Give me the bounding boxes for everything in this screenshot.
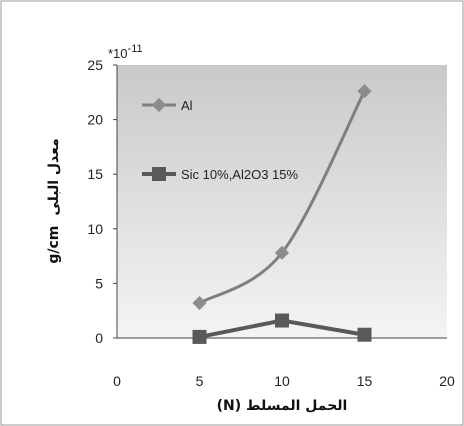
legend-label-composite: Sic 10%,Al2O3 15%	[181, 167, 299, 182]
data-point-al	[192, 295, 207, 311]
data-point-al	[274, 245, 290, 260]
y-tick-label: 0	[95, 330, 103, 346]
x-tick-label: 10	[274, 373, 290, 389]
x-axis-title: الحمل المسلط (N)	[217, 398, 348, 414]
y-tick-label: 10	[87, 221, 103, 237]
y-tick-label: 15	[87, 166, 103, 182]
series-layer	[192, 84, 372, 344]
data-point-composite	[357, 327, 372, 342]
data-point-composite	[192, 329, 207, 344]
y-tick-labels: 0 5 10 15 20 25	[87, 57, 117, 346]
legend-marker-composite	[152, 167, 166, 181]
x-tick-label: 5	[196, 373, 204, 389]
data-point-composite	[275, 313, 289, 328]
data-point-al	[357, 84, 372, 99]
y-multiplier: *10-11	[108, 43, 143, 61]
y-tick-label: 25	[87, 57, 103, 73]
y-axis-title: g/cmمعدل البلى	[46, 138, 62, 263]
legend-label-al: Al	[181, 98, 193, 113]
plot-area	[117, 65, 447, 338]
y-tick-label: 20	[87, 112, 103, 128]
series-line-0	[198, 90, 366, 305]
y-tick-label: 5	[95, 275, 103, 291]
x-tick-label: 15	[357, 373, 373, 389]
x-tick-label: 0	[113, 373, 121, 389]
legend-entry-composite: Sic 10%,Al2O3 15%	[142, 167, 299, 182]
x-tick-labels: 0 5 10 15 20	[113, 373, 455, 389]
x-tick-label: 20	[439, 373, 455, 389]
